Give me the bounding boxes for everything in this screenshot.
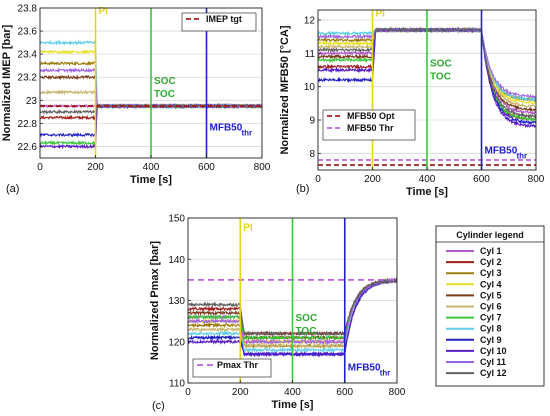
y-tick-label: 23 (26, 96, 38, 107)
x-tick-label: 200 (232, 387, 249, 398)
event-label-2: TOC (430, 72, 451, 83)
x-axis-label: Time [s] (130, 174, 172, 186)
y-tick-label: 10 (304, 82, 316, 93)
event-label: PI (243, 222, 253, 233)
cylinder-legend-box (435, 225, 545, 387)
x-tick-label: 400 (284, 387, 301, 398)
x-tick-label: 600 (473, 174, 490, 185)
cylinder-legend-entry: Cyl 2 (480, 257, 502, 267)
event-label-2: TOC (154, 89, 175, 100)
x-tick-label: 0 (185, 387, 191, 398)
y-tick-label: 120 (168, 337, 185, 348)
cylinder-legend-entry: Cyl 9 (480, 335, 502, 345)
panel-label: (a) (6, 183, 19, 195)
plot-legend: MFB50 Opt MFB50 Thr (322, 109, 416, 141)
plot-legend-entry: Pmax Thr (217, 360, 259, 370)
cylinder-legend-entry: Cyl 7 (480, 313, 502, 323)
x-axis-label: Time [s] (272, 399, 314, 411)
x-tick-label: 800 (254, 162, 271, 173)
y-tick-label: 8 (309, 149, 315, 160)
cylinder-legend-entry: Cyl 4 (480, 279, 502, 289)
cylinder-legend-entry: Cyl 6 (480, 302, 502, 312)
y-tick-label: 12 (304, 16, 316, 27)
y-axis-label: Normalized IMEP [bar] (1, 24, 13, 141)
cylinder-legend-entry: Cyl 10 (480, 346, 507, 356)
y-tick-label: 22.8 (18, 119, 38, 130)
x-tick-label: 600 (198, 162, 215, 173)
event-label: MFB50 (210, 122, 243, 133)
y-axis-label: Normalized MFB50 [°CA] (279, 25, 291, 154)
panel-label: (c) (152, 400, 165, 412)
y-tick-label: 150 (168, 214, 185, 225)
panel-b: PI SOC TOC MFB50 thr 0 200 400 600 800 8 9 10 11 12 Tim… (279, 9, 545, 198)
y-axis-label: Normalized Pmax [bar] (149, 241, 161, 361)
plot-legend-box (181, 12, 257, 32)
event-label: SOC (430, 59, 452, 70)
cylinder-legend-entry: Cyl 3 (480, 268, 502, 278)
plot-legend: Pmax Thr (192, 358, 272, 378)
x-tick-label: 800 (389, 387, 406, 398)
x-tick-label: 200 (87, 162, 104, 173)
event-label: PI (99, 6, 109, 17)
x-tick-label: 0 (37, 162, 43, 173)
plot-legend: IMEP tgt (181, 12, 257, 32)
x-tick-label: 400 (143, 162, 160, 173)
y-tick-label: 23.8 (18, 4, 38, 15)
plot-legend-entry: MFB50 Thr (347, 123, 394, 133)
y-tick-label: 140 (168, 255, 185, 266)
event-label: SOC (296, 313, 318, 324)
event-label-2: TOC (296, 326, 317, 337)
panel-label: (b) (296, 183, 309, 195)
y-tick-label: 11 (305, 49, 316, 60)
y-tick-label: 22.6 (18, 142, 38, 153)
cylinder-legend-entry: Cyl 12 (480, 368, 507, 378)
panel-a: PI SOC TOC MFB50 thr 0 200 400 600 800 22.6 22.8 23 2… (1, 4, 271, 196)
event-label: MFB50 (348, 363, 381, 374)
plot-legend-box (192, 358, 272, 378)
event-label-sub: thr (242, 128, 253, 137)
plot-legend-entry: MFB50 Opt (347, 111, 395, 121)
y-tick-label: 130 (168, 296, 185, 307)
y-tick-label: 23.4 (18, 50, 38, 61)
y-tick-label: 9 (309, 116, 315, 127)
plot-legend-box (322, 109, 416, 141)
x-tick-label: 400 (419, 174, 436, 185)
x-tick-label: 0 (315, 174, 321, 185)
y-tick-label: 23.6 (18, 27, 38, 38)
cylinder-legend-entry: Cyl 8 (480, 324, 502, 334)
y-tick-label: 23.2 (18, 73, 38, 84)
cylinder-legend-title: Cylinder legend (456, 230, 524, 240)
event-label: MFB50 (485, 145, 518, 156)
event-label-sub: thr (380, 369, 391, 378)
plot-legend-entry: IMEP tgt (206, 14, 242, 24)
x-tick-label: 600 (336, 387, 353, 398)
event-label: PI (376, 9, 386, 20)
y-tick-label: 110 (169, 379, 185, 390)
x-tick-label: 200 (364, 174, 381, 185)
x-axis-label: Time [s] (406, 186, 448, 198)
cylinder-legend-entry: Cyl 11 (480, 357, 506, 367)
panel-c: PI SOC TOC MFB50 thr 0 200 400 600 800 110 120 130 14… (149, 214, 406, 413)
cylinder-legend-entry: Cyl 5 (480, 290, 502, 300)
event-label-sub: thr (517, 151, 528, 160)
event-label: SOC (154, 76, 176, 87)
x-tick-label: 800 (528, 174, 545, 185)
cylinder-legend-entry: Cyl 1 (480, 246, 502, 256)
